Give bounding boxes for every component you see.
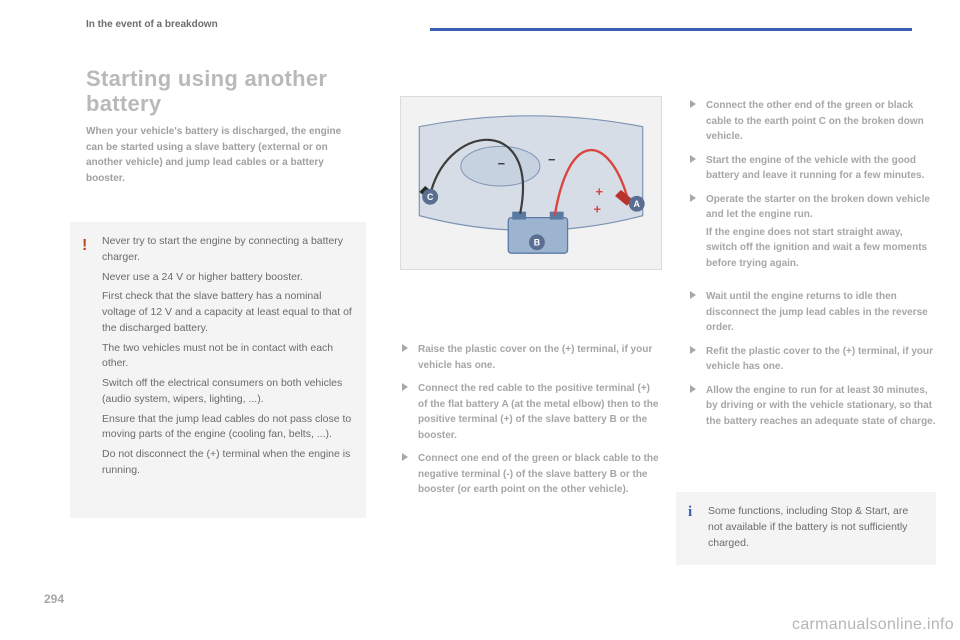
intro-paragraph: When your vehicle's battery is discharge… [86, 124, 354, 186]
bullet-icon [690, 346, 696, 354]
svg-text:+: + [595, 184, 603, 199]
step: Refit the plastic cover to the (+) termi… [688, 344, 936, 375]
step: Connect the red cable to the positive te… [400, 381, 662, 443]
right-steps: Connect the other end of the green or bl… [688, 98, 936, 437]
warning-box: ! Never try to start the engine by conne… [70, 222, 366, 518]
step: Operate the starter on the broken down v… [688, 192, 936, 272]
bullet-icon [690, 100, 696, 108]
warning-icon: ! [82, 234, 87, 257]
step-text: Connect the other end of the green or bl… [706, 100, 924, 142]
step: Raise the plastic cover on the (+) termi… [400, 342, 662, 373]
svg-text:+: + [593, 202, 601, 217]
warning-line: Switch off the electrical consumers on b… [102, 376, 352, 408]
step-text: Connect one end of the green or black ca… [418, 453, 659, 495]
warning-line: The two vehicles must not be in contact … [102, 341, 352, 373]
warning-line: Ensure that the jump lead cables do not … [102, 412, 352, 444]
warning-line: Never use a 24 V or higher battery boost… [102, 270, 352, 286]
step: Wait until the engine returns to idle th… [688, 289, 936, 336]
step-text: Refit the plastic cover to the (+) termi… [706, 346, 933, 373]
step-text: Connect the red cable to the positive te… [418, 383, 658, 441]
step: Start the engine of the vehicle with the… [688, 153, 936, 184]
step: Allow the engine to run for at least 30 … [688, 383, 936, 430]
step: Connect one end of the green or black ca… [400, 451, 662, 498]
step-text: Operate the starter on the broken down v… [706, 194, 930, 221]
bullet-icon [690, 155, 696, 163]
step-text: Raise the plastic cover on the (+) termi… [418, 344, 652, 371]
step-sub: If the engine does not start straight aw… [706, 225, 936, 272]
svg-text:B: B [534, 237, 540, 247]
bullet-icon [690, 291, 696, 299]
page-title: Starting using another battery [86, 66, 366, 117]
watermark: carmanualsonline.info [792, 613, 954, 636]
step-text: Allow the engine to run for at least 30 … [706, 385, 936, 427]
bullet-icon [402, 344, 408, 352]
info-text: Some functions, including Stop & Start, … [708, 504, 922, 551]
middle-steps: Raise the plastic cover on the (+) termi… [400, 342, 662, 506]
spacer [688, 279, 936, 289]
bullet-icon [402, 453, 408, 461]
svg-text:A: A [634, 199, 641, 209]
info-icon: i [688, 502, 692, 524]
warning-line: Do not disconnect the (+) terminal when … [102, 447, 352, 479]
warning-line: First check that the slave battery has a… [102, 289, 352, 336]
header: In the event of a breakdown [0, 18, 960, 38]
svg-text:C: C [427, 192, 434, 202]
warning-line: Never try to start the engine by connect… [102, 234, 352, 266]
bullet-icon [402, 383, 408, 391]
step-text: Wait until the engine returns to idle th… [706, 291, 928, 333]
header-rule [430, 28, 912, 31]
page-number: 294 [44, 591, 64, 608]
step-text: Start the engine of the vehicle with the… [706, 155, 924, 182]
breadcrumb: In the event of a breakdown [86, 18, 218, 33]
svg-text:−: − [498, 156, 506, 171]
info-box: i Some functions, including Stop & Start… [676, 492, 936, 565]
step: Connect the other end of the green or bl… [688, 98, 936, 145]
jump-lead-diagram: + − − + A B C [400, 96, 662, 270]
bullet-icon [690, 194, 696, 202]
bullet-icon [690, 385, 696, 393]
svg-text:−: − [548, 152, 556, 167]
